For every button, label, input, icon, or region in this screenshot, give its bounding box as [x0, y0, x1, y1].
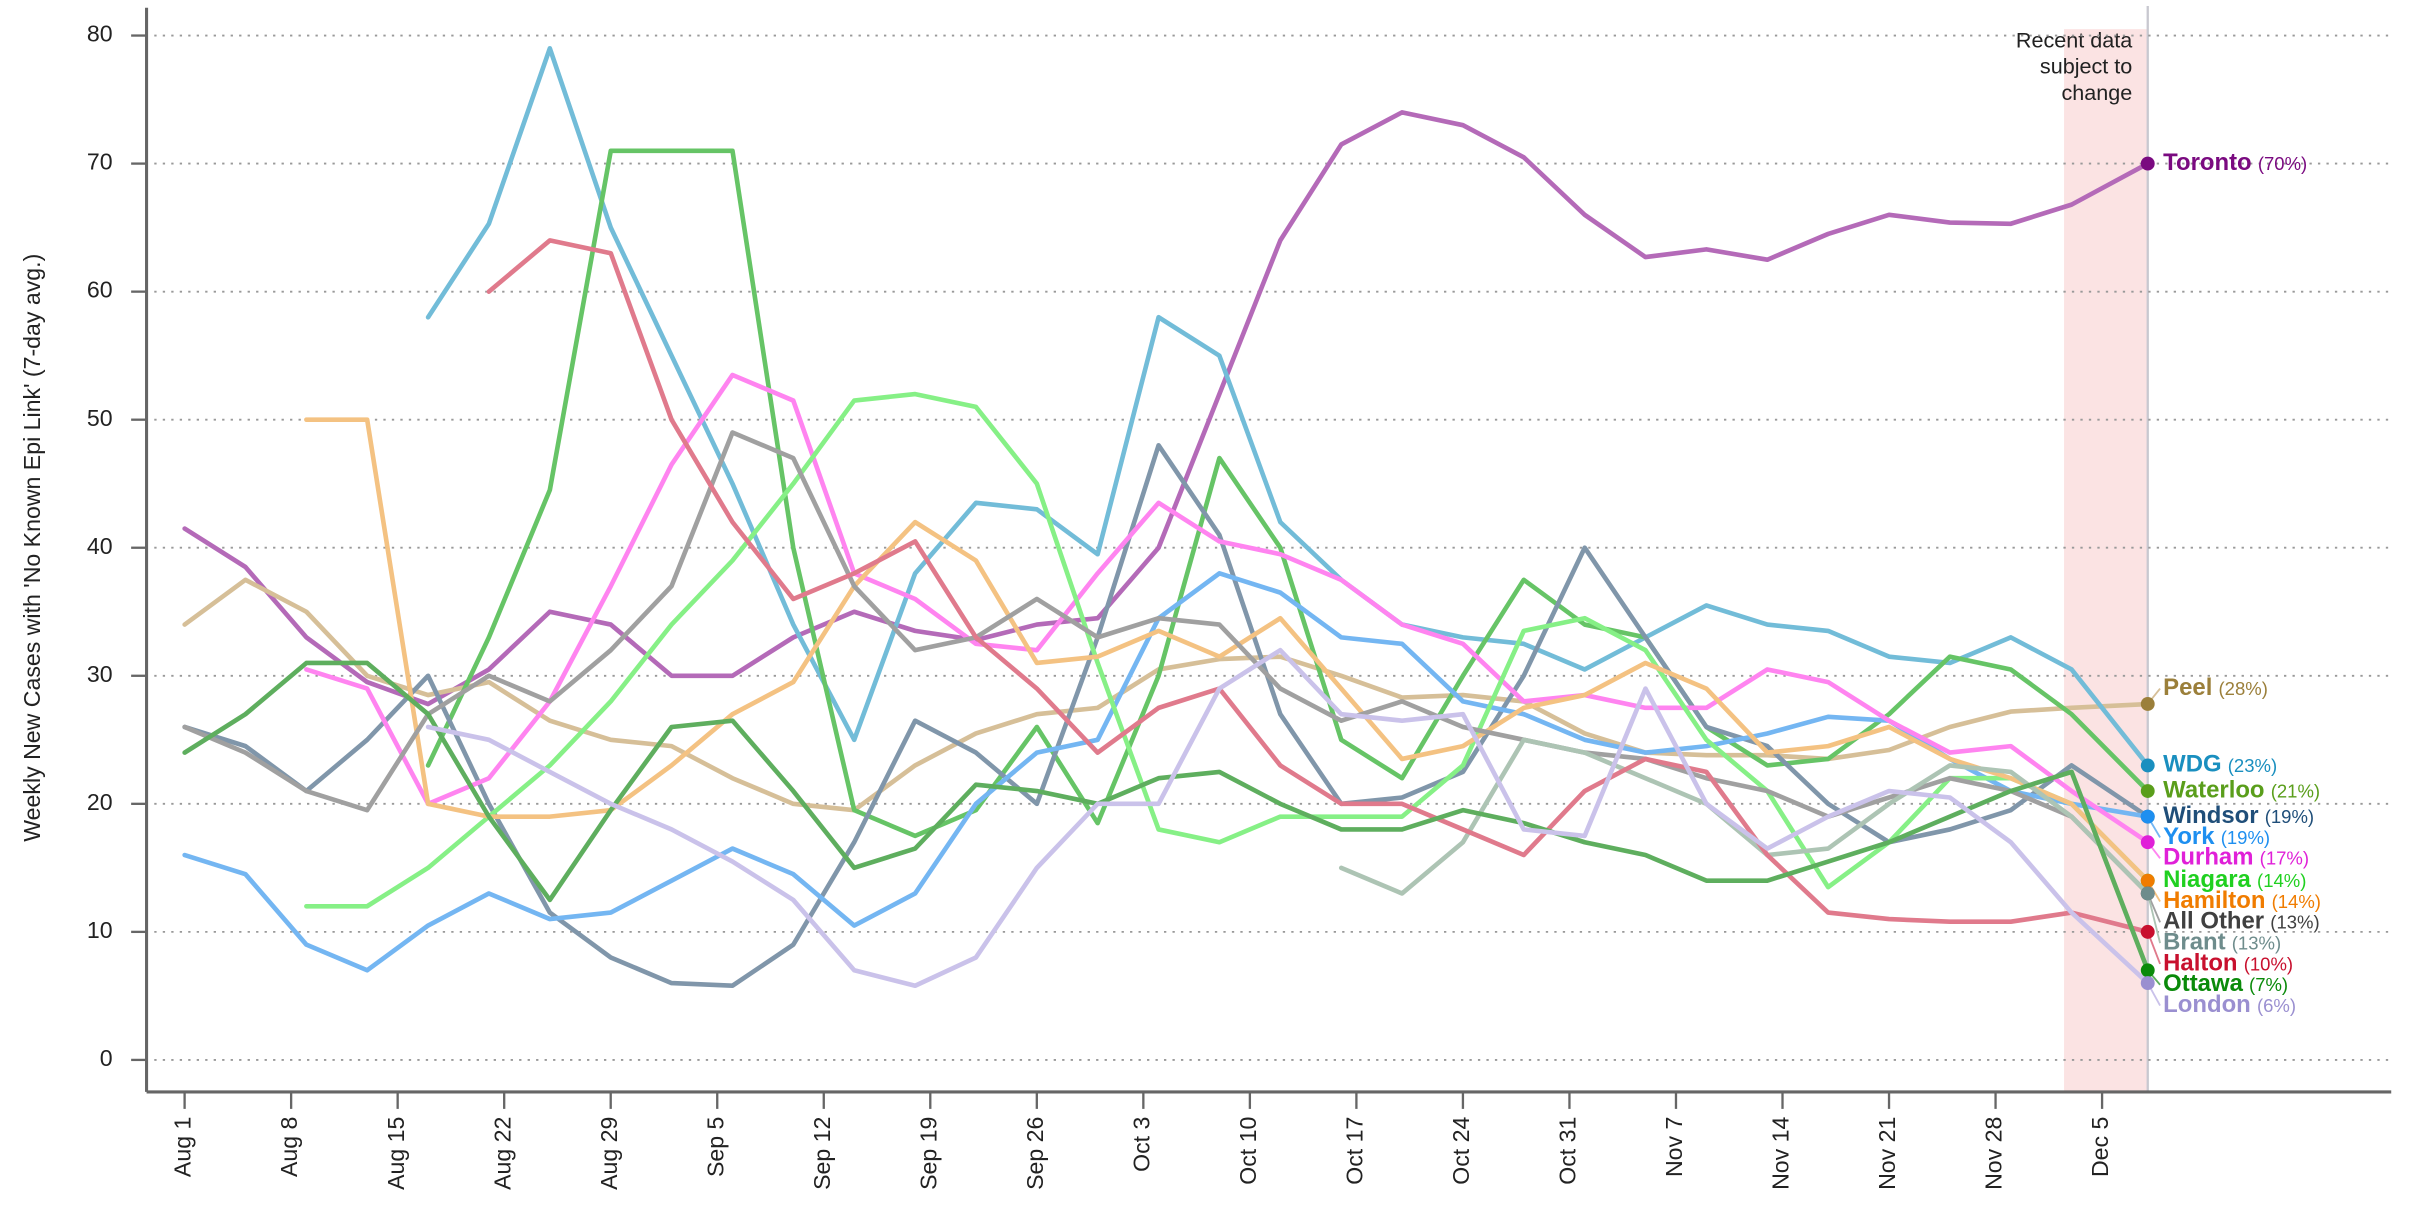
end-point: [2140, 835, 2155, 850]
series-label: Brant: [2163, 928, 2225, 955]
series-label: London: [2163, 991, 2251, 1018]
x-tick-label: Dec 5: [2087, 1117, 2113, 1177]
y-tick-label: 80: [87, 21, 113, 47]
x-tick-label: Sep 5: [702, 1117, 728, 1177]
end-point: [2140, 886, 2155, 901]
end-point: [2140, 924, 2155, 939]
x-tick-label: Aug 22: [489, 1117, 515, 1190]
end-point: [2140, 976, 2155, 991]
recent-data-note: change: [2062, 80, 2133, 105]
x-tick-label: Sep 12: [809, 1117, 835, 1190]
series-note: (13%): [2270, 912, 2319, 933]
series-line: [182, 430, 2151, 896]
recent-data-note: subject to: [2040, 54, 2132, 79]
series-label: All Other: [2163, 908, 2264, 935]
y-tick-label: 70: [87, 149, 113, 175]
series-note: (17%): [2260, 848, 2309, 869]
series-label: Toronto: [2163, 149, 2252, 176]
series-lines: [182, 46, 2151, 989]
x-tick-label: Sep 19: [915, 1117, 941, 1190]
series-label: York: [2163, 823, 2215, 850]
x-tick-label: Oct 10: [1235, 1117, 1261, 1185]
x-tick-label: Nov 21: [1874, 1117, 1900, 1190]
series-line: [486, 238, 2151, 935]
series-line: [425, 647, 2151, 989]
x-tick-label: Oct 31: [1555, 1117, 1581, 1185]
y-axis-label: Weekly New Cases with 'No Known Epi Link…: [19, 254, 45, 842]
series-label: Durham: [2163, 844, 2253, 871]
end-point: [2140, 963, 2155, 978]
x-tick-label: Oct 17: [1342, 1117, 1368, 1185]
label-leader: [2146, 893, 2161, 944]
series-line: [425, 148, 2151, 839]
series-note: (23%): [2228, 755, 2277, 776]
series-line: [304, 372, 2151, 845]
series-note: (7%): [2249, 974, 2288, 995]
series-label: Ottawa: [2163, 970, 2243, 997]
end-point: [2140, 809, 2155, 824]
x-tick-label: Nov 28: [1981, 1117, 2007, 1190]
series-note: (13%): [2232, 933, 2281, 954]
series-note: (19%): [2265, 806, 2314, 827]
series-note: (14%): [2272, 891, 2321, 912]
series-line: [1338, 737, 2151, 896]
x-tick-label: Aug 29: [596, 1117, 622, 1190]
end-point: [2140, 758, 2155, 773]
y-tick-label: 30: [87, 661, 113, 687]
x-tick-label: Aug 15: [383, 1117, 409, 1190]
x-tick-label: Aug 8: [276, 1117, 302, 1177]
series-note: (28%): [2219, 678, 2268, 699]
y-tick-label: 20: [87, 789, 113, 815]
x-tick-label: Sep 26: [1022, 1117, 1048, 1190]
series-line: [182, 660, 2151, 973]
series-note: (70%): [2258, 153, 2307, 174]
series-label: WDG: [2163, 751, 2221, 778]
end-point: [2140, 697, 2155, 711]
y-tick-label: 50: [87, 405, 113, 431]
x-tick-label: Nov 14: [1768, 1116, 1794, 1189]
series-label: Niagara: [2163, 866, 2251, 893]
x-tick-label: Oct 24: [1448, 1116, 1474, 1184]
x-tick-label: Nov 7: [1661, 1117, 1687, 1177]
end-point: [2140, 784, 2155, 798]
series-note: (19%): [2221, 827, 2270, 848]
series-note: (6%): [2257, 995, 2296, 1016]
y-tick-label: 60: [87, 277, 113, 303]
series-label: Peel: [2163, 674, 2212, 701]
series-line: [182, 442, 2151, 989]
end-point: [2140, 873, 2155, 888]
y-tick-label: 0: [100, 1045, 113, 1071]
series-line: [304, 391, 2151, 909]
series-note: (10%): [2244, 953, 2293, 974]
series-label: Halton: [2163, 949, 2237, 976]
series-label: Hamilton: [2163, 887, 2265, 914]
series-label: Waterloo: [2163, 776, 2264, 803]
series-label: Windsor: [2163, 802, 2258, 829]
x-tick-label: Aug 1: [170, 1117, 196, 1177]
y-tick-label: 10: [87, 917, 113, 943]
recent-data-note: Recent data: [2016, 27, 2132, 52]
x-tick-label: Oct 3: [1128, 1117, 1154, 1172]
series-line: [182, 110, 2151, 707]
end-point: [2140, 156, 2155, 171]
y-tick-label: 40: [87, 533, 113, 559]
series-note: (14%): [2257, 870, 2306, 891]
series-line: [425, 46, 2151, 768]
series-note: (21%): [2271, 780, 2320, 801]
